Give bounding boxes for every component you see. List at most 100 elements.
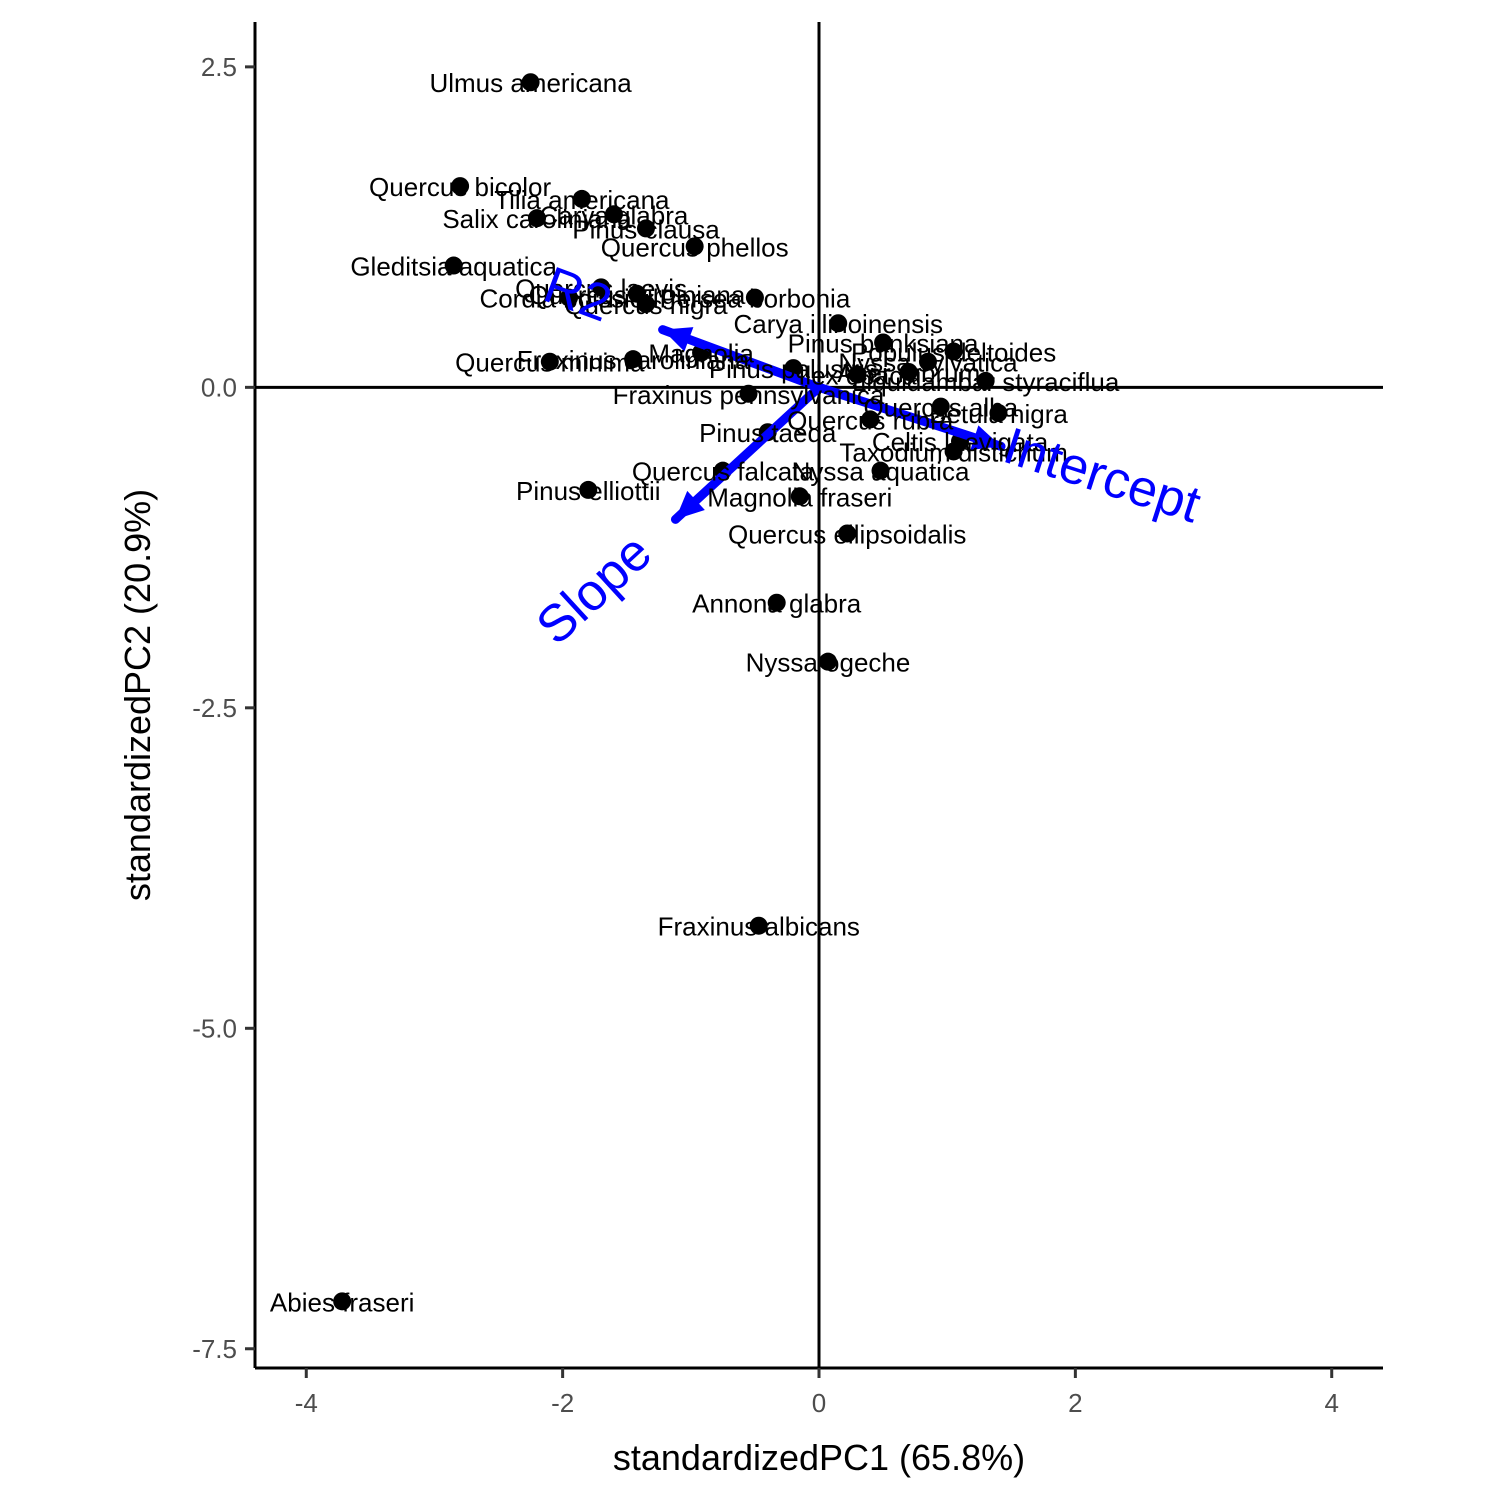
data-point <box>636 219 655 238</box>
data-point <box>874 333 893 352</box>
data-point <box>604 205 623 224</box>
point-label: Celtis laevigata <box>872 427 1049 457</box>
point-label: Pinus taeda <box>699 418 837 448</box>
point-label: Nyssa ogeche <box>746 648 911 678</box>
data-point <box>829 314 848 333</box>
point-label: Quercus alba <box>863 393 1018 423</box>
loading-vector <box>814 382 1006 451</box>
points-layer <box>333 73 1008 1311</box>
x-tick-label: 0 <box>812 1388 826 1418</box>
point-label: Quercus phellos <box>601 232 789 262</box>
data-point <box>899 362 918 381</box>
data-point <box>572 189 591 208</box>
point-label: Ilex opaca <box>798 361 917 391</box>
point-label: Nyssa aquatica <box>792 457 970 487</box>
point-label: Pinus clausa <box>572 214 720 244</box>
data-point <box>848 365 867 384</box>
data-point <box>918 352 937 371</box>
data-point <box>521 73 540 92</box>
data-point <box>871 461 890 480</box>
data-point <box>767 593 786 612</box>
data-point <box>579 480 598 499</box>
point-label: Fraxinus pennsylvanica <box>613 380 885 410</box>
point-label: Taxodium distichum <box>839 437 1067 467</box>
point-label: Magnolia fraseri <box>707 482 892 512</box>
y-tick-label: 0.0 <box>201 372 237 402</box>
data-point <box>745 288 764 307</box>
x-tick-label: 2 <box>1068 1388 1082 1418</box>
x-axis-ticks: -4 -2 0 2 4 <box>295 1368 1339 1418</box>
y-axis-ticks: -7.5 -5.0 -2.5 0.0 2.5 <box>192 52 255 1364</box>
point-label: Quercus minima <box>455 348 645 378</box>
point-label: Fraxinus caroliniana <box>517 345 750 375</box>
data-point <box>560 288 579 307</box>
data-point <box>592 278 611 297</box>
data-point <box>944 442 963 461</box>
point-label: Annona glabra <box>692 589 862 619</box>
x-tick-label: 4 <box>1324 1388 1338 1418</box>
point-label: Quercus bicolor <box>369 172 551 202</box>
x-tick-label: -2 <box>551 1388 574 1418</box>
point-label: Betula nigra <box>929 399 1068 429</box>
y-tick-label: -7.5 <box>192 1334 237 1364</box>
data-point <box>818 652 837 671</box>
data-point <box>685 237 704 256</box>
point-label: Salix caroliniana <box>442 204 632 234</box>
point-label: Abies fraseri <box>270 1287 415 1317</box>
data-point <box>838 524 857 543</box>
x-axis-title: standardizedPC1 (65.8%) <box>613 1437 1025 1478</box>
loading-vector-arrowhead <box>662 327 694 352</box>
data-point <box>451 177 470 196</box>
loading-vector-arrowhead <box>970 425 1002 451</box>
y-tick-label: 2.5 <box>201 52 237 82</box>
data-point <box>444 256 463 275</box>
data-point <box>739 384 758 403</box>
data-point <box>790 487 809 506</box>
x-tick-label: -4 <box>295 1388 318 1418</box>
point-label: Cordia boissieri <box>479 284 658 314</box>
y-tick-label: -5.0 <box>192 1013 237 1043</box>
y-axis-title: standardizedPC2 (20.9%) <box>117 489 158 901</box>
data-point <box>333 1292 352 1311</box>
data-point <box>989 403 1008 422</box>
point-label: Acer rubrum <box>837 358 980 388</box>
reference-lines <box>255 22 1383 1368</box>
point-label: Quercus nigra <box>564 290 728 320</box>
data-point <box>749 916 768 935</box>
data-point <box>976 371 995 390</box>
point-label: Quercus laevis <box>515 273 687 303</box>
point-label: Quercus ellipsoidalis <box>728 519 966 549</box>
point-label: Carya glabra <box>539 200 688 230</box>
point-label: Fraxinus albicans <box>658 912 860 942</box>
data-point <box>540 352 559 371</box>
point-label: Populus deltoides <box>851 337 1056 367</box>
y-tick-label: -2.5 <box>192 693 237 723</box>
vectors-layer <box>658 325 1006 524</box>
data-point <box>636 295 655 314</box>
point-label: Gleditsia aquatica <box>350 252 557 282</box>
point-label: Magnolia <box>648 339 754 369</box>
data-point <box>861 410 880 429</box>
point-label: Pinus palustris <box>709 354 878 384</box>
point-label: Quercus virginiana <box>529 280 746 310</box>
point-label: Pinus banksiana <box>788 328 979 358</box>
vector-label: Intercept <box>997 417 1208 535</box>
point-label: Quercus rubra <box>787 405 954 435</box>
data-point <box>944 342 963 361</box>
point-label: Tilia americana <box>494 185 670 215</box>
point-label: Quercus falcata <box>632 457 815 487</box>
loading-vector <box>670 382 824 524</box>
vector-label: Slope <box>526 523 663 656</box>
point-label: Persea borbonia <box>660 284 851 314</box>
point-label: Pinus elliottii <box>516 476 661 506</box>
point-label: Ulmus americana <box>429 68 632 98</box>
data-point <box>624 350 643 369</box>
point-label: Nyssa sylvatica <box>838 348 1018 378</box>
point-label: Liquidambar styraciflua <box>852 367 1120 397</box>
loading-vector-arrowhead <box>675 490 705 520</box>
data-point <box>528 209 546 228</box>
data-point <box>931 397 950 416</box>
point-label: Carya illinoinensis <box>733 309 943 339</box>
